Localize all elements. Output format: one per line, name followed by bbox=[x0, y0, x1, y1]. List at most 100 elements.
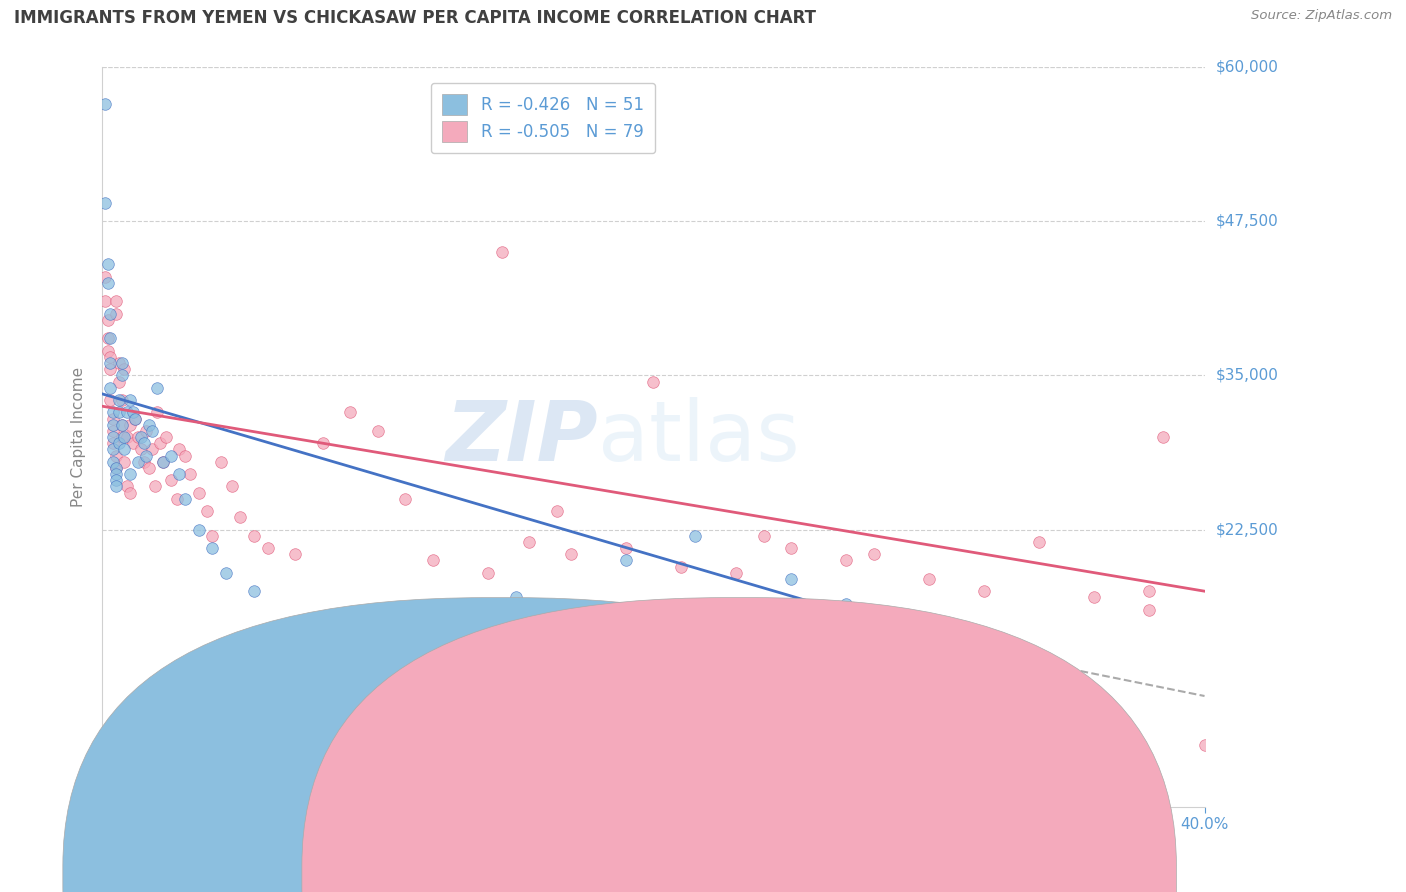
Point bbox=[394, 491, 416, 506]
Point bbox=[1083, 591, 1105, 605]
Point bbox=[683, 529, 706, 543]
Point bbox=[780, 572, 803, 586]
Point bbox=[339, 405, 361, 419]
Point bbox=[614, 541, 637, 555]
Y-axis label: Per Capita Income: Per Capita Income bbox=[72, 367, 86, 508]
Point bbox=[103, 417, 125, 432]
Point bbox=[103, 405, 125, 419]
Point bbox=[103, 442, 125, 457]
Point bbox=[135, 424, 157, 438]
Point bbox=[107, 375, 129, 389]
Point bbox=[201, 529, 224, 543]
Point bbox=[127, 430, 149, 444]
Point bbox=[179, 467, 201, 481]
Point bbox=[97, 343, 120, 358]
Point bbox=[505, 591, 527, 605]
Point bbox=[118, 392, 141, 407]
Point bbox=[121, 436, 143, 450]
Point bbox=[132, 455, 155, 469]
Point bbox=[669, 559, 692, 574]
Point bbox=[100, 362, 122, 376]
Point bbox=[118, 467, 141, 481]
Point bbox=[752, 529, 775, 543]
Point bbox=[918, 572, 941, 586]
Point bbox=[115, 479, 138, 493]
Point bbox=[890, 627, 912, 641]
Point bbox=[110, 430, 132, 444]
Point bbox=[160, 473, 183, 487]
Point bbox=[187, 523, 209, 537]
Point bbox=[284, 547, 307, 561]
Point bbox=[112, 362, 135, 376]
Text: Chickasaw: Chickasaw bbox=[763, 869, 844, 883]
Point bbox=[135, 449, 157, 463]
Text: $60,000: $60,000 bbox=[1216, 60, 1278, 75]
Point bbox=[229, 510, 252, 524]
Point bbox=[149, 436, 172, 450]
Text: $47,500: $47,500 bbox=[1216, 214, 1278, 228]
Point bbox=[100, 331, 122, 345]
Point bbox=[97, 276, 120, 290]
Point bbox=[560, 547, 582, 561]
Point bbox=[835, 597, 858, 611]
Point bbox=[422, 553, 444, 567]
Point bbox=[141, 442, 163, 457]
Point bbox=[146, 381, 169, 395]
Point bbox=[614, 553, 637, 567]
Point bbox=[311, 436, 333, 450]
Point bbox=[112, 430, 135, 444]
Point bbox=[209, 455, 232, 469]
Point bbox=[100, 307, 122, 321]
Point bbox=[112, 455, 135, 469]
Point bbox=[546, 504, 568, 518]
Legend: R = -0.426   N = 51, R = -0.505   N = 79: R = -0.426 N = 51, R = -0.505 N = 79 bbox=[430, 83, 655, 153]
Point bbox=[152, 455, 174, 469]
Point bbox=[112, 442, 135, 457]
Point bbox=[100, 381, 122, 395]
Point bbox=[104, 294, 127, 309]
Point bbox=[110, 356, 132, 370]
Point bbox=[110, 417, 132, 432]
Point bbox=[780, 541, 803, 555]
Point bbox=[118, 417, 141, 432]
Point bbox=[104, 449, 127, 463]
Point bbox=[100, 350, 122, 364]
Text: Immigrants from Yemen: Immigrants from Yemen bbox=[524, 869, 707, 883]
Point bbox=[121, 405, 143, 419]
Point bbox=[110, 392, 132, 407]
Point bbox=[104, 467, 127, 481]
Point bbox=[104, 307, 127, 321]
Point bbox=[103, 430, 125, 444]
Point bbox=[132, 436, 155, 450]
Point bbox=[152, 455, 174, 469]
Point bbox=[138, 417, 160, 432]
Point bbox=[124, 411, 146, 425]
Point bbox=[160, 449, 183, 463]
Point bbox=[367, 424, 389, 438]
Point bbox=[100, 392, 122, 407]
Point bbox=[166, 491, 188, 506]
Point bbox=[107, 392, 129, 407]
Point bbox=[129, 430, 152, 444]
Point bbox=[110, 368, 132, 383]
Point bbox=[491, 245, 513, 260]
Point bbox=[256, 541, 278, 555]
Point bbox=[195, 504, 218, 518]
Point bbox=[221, 479, 243, 493]
Text: IMMIGRANTS FROM YEMEN VS CHICKASAW PER CAPITA INCOME CORRELATION CHART: IMMIGRANTS FROM YEMEN VS CHICKASAW PER C… bbox=[14, 9, 815, 27]
Point bbox=[201, 541, 224, 555]
Point bbox=[242, 529, 264, 543]
Point bbox=[835, 553, 858, 567]
Point bbox=[107, 436, 129, 450]
Point bbox=[643, 375, 665, 389]
Point bbox=[110, 417, 132, 432]
Point bbox=[173, 491, 195, 506]
Point bbox=[169, 442, 191, 457]
Point bbox=[1152, 430, 1174, 444]
Point bbox=[104, 461, 127, 475]
Point bbox=[863, 547, 886, 561]
Point bbox=[215, 566, 238, 580]
Point bbox=[104, 473, 127, 487]
Point bbox=[1194, 739, 1216, 753]
Point bbox=[115, 405, 138, 419]
